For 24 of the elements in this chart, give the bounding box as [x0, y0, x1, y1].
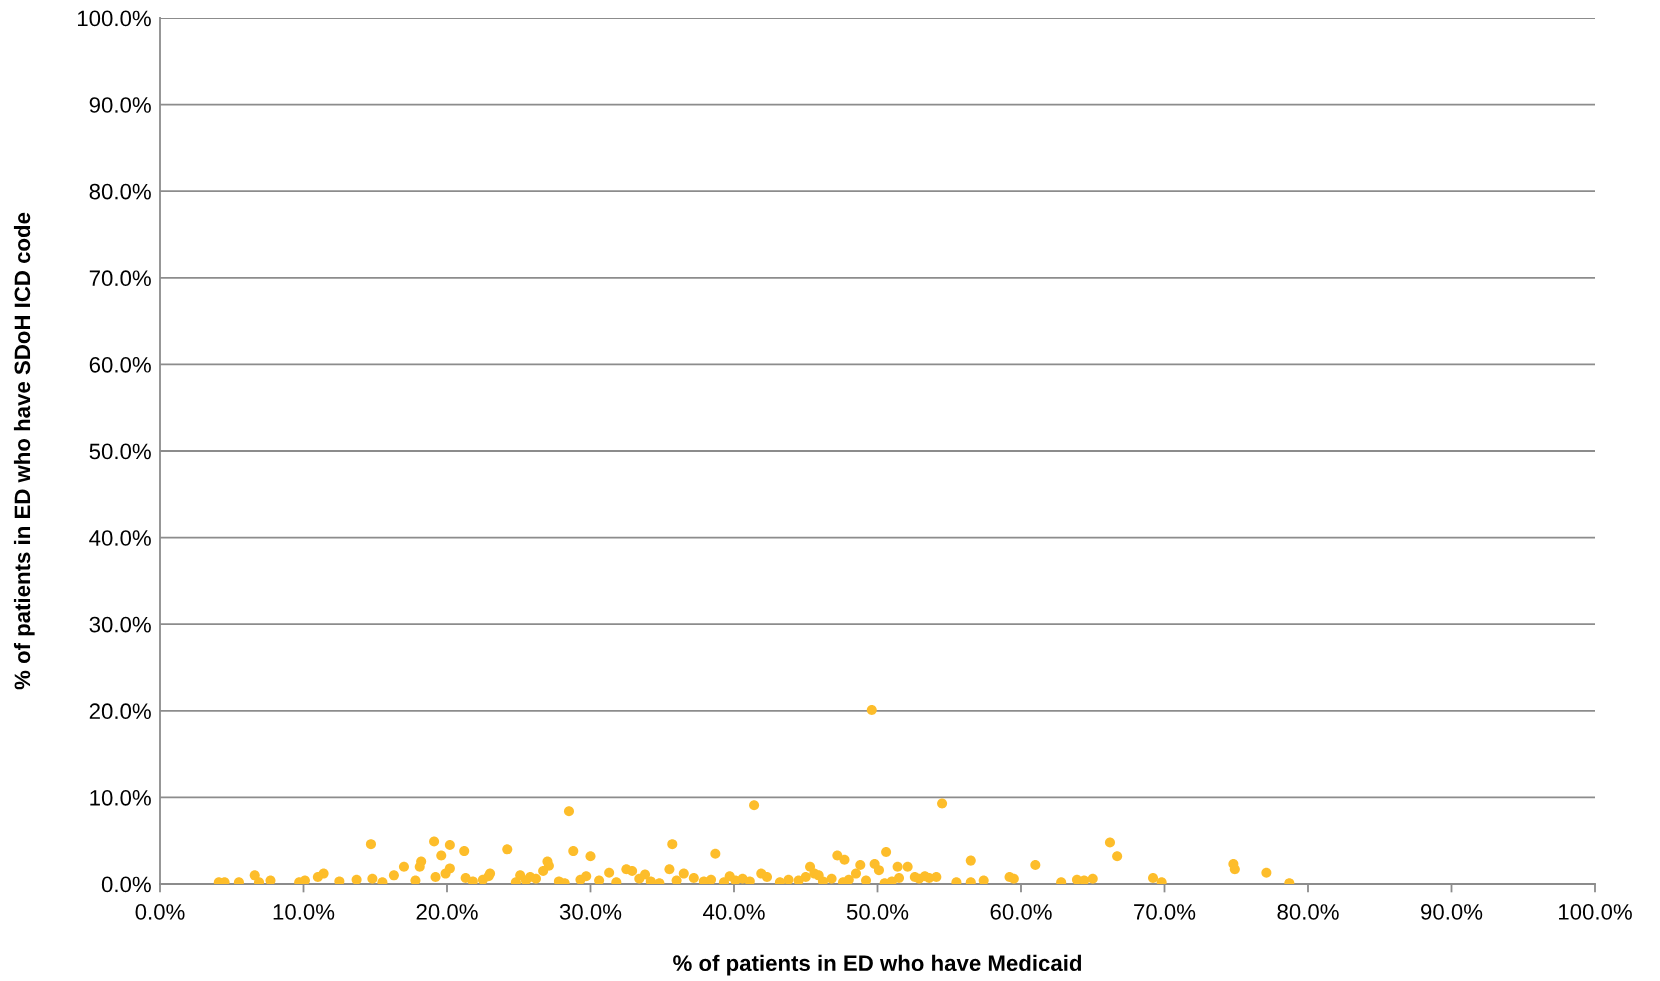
- y-tick-label: 40.0%: [89, 530, 151, 546]
- x-tick-label: 40.0%: [703, 904, 765, 920]
- y-tick-label: 60.0%: [89, 356, 151, 373]
- x-tick-label: 0.0%: [135, 904, 185, 920]
- y-tick-label: 10.0%: [90, 789, 151, 806]
- y-tick-label: 100.0%: [78, 10, 151, 27]
- x-tick-label: 80.0%: [1277, 904, 1339, 920]
- y-tick-label: 0.0%: [101, 876, 151, 893]
- x-tick-label: 20.0%: [416, 904, 478, 920]
- x-tick-label: 100.0%: [1559, 904, 1632, 920]
- y-tick-label: 20.0%: [89, 703, 151, 720]
- y-tick-label: 90.0%: [89, 97, 151, 113]
- y-axis-title: % of patients in ED who have SDoH ICD code: [13, 212, 35, 690]
- x-tick-label: 90.0%: [1421, 904, 1483, 920]
- x-tick-label: 50.0%: [846, 904, 909, 920]
- y-tick-label: 30.0%: [89, 616, 151, 633]
- x-tick-label: 10.0%: [273, 904, 335, 920]
- y-tick-label: 80.0%: [89, 183, 151, 200]
- x-tick-label: 70.0%: [1134, 904, 1196, 920]
- x-axis-title: % of patients in ED who have Medicaid: [673, 954, 1082, 976]
- x-tick-label: 30.0%: [559, 904, 622, 920]
- x-tick-label: 60.0%: [990, 904, 1052, 920]
- y-tick-label: 70.0%: [89, 270, 151, 287]
- y-tick-label: 50.0%: [89, 443, 151, 460]
